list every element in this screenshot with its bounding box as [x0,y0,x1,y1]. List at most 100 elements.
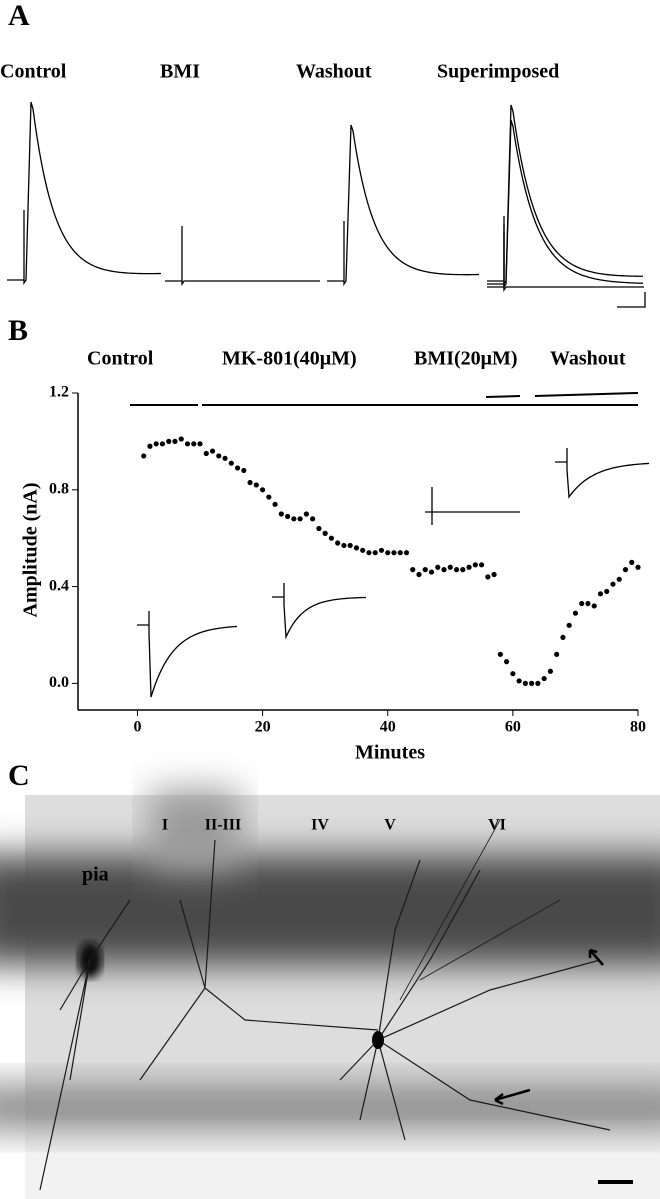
condition-label: Control [0,61,67,83]
point [529,680,535,686]
point [253,482,259,488]
panel-label: C [8,759,30,792]
point [153,441,159,447]
point [547,668,554,674]
point [328,535,335,541]
point [422,567,428,573]
point [316,525,322,532]
point [310,516,316,522]
point [441,567,447,573]
point [554,651,560,657]
layer-label: V [384,817,396,834]
point [285,513,291,520]
x-tick-label: 20 [255,719,271,736]
y-axis-label: Amplitude (nA) [20,482,42,617]
point [272,501,278,507]
point [247,479,253,486]
point [209,448,216,454]
point [591,603,597,609]
annotation: Control [87,348,154,370]
point [397,550,403,556]
point [378,547,385,553]
x-axis-label: Minutes [355,742,425,764]
layer-label: I [162,817,168,834]
region-label: pia [82,864,109,886]
point [228,460,234,466]
point [391,550,397,556]
point [303,511,309,517]
annotation: Washout [550,348,626,370]
micrograph [0,790,660,1199]
x-tick-label: 0 [133,719,141,736]
point [372,550,378,556]
point [535,680,541,686]
point [341,542,347,549]
point [510,671,516,677]
point [504,659,510,665]
point [297,516,303,522]
point [516,678,522,684]
point [447,564,453,570]
point [616,576,622,582]
point [522,680,528,686]
point [460,567,466,573]
drug-bars [130,392,639,406]
trace [487,232,644,293]
point [322,530,328,536]
point [203,450,209,457]
y-tick-label: 0.8 [49,480,69,497]
insets [137,448,650,698]
point [453,567,460,573]
point [635,564,641,570]
point [428,569,435,575]
x-tick-label: 60 [505,719,521,736]
panel-label: A [8,0,30,32]
trace [7,101,162,286]
y-tick-label: 1.2 [49,384,69,401]
point [560,634,566,641]
point [403,550,410,556]
x-tick-label: 40 [380,719,396,736]
point [604,588,610,595]
scale-bar [617,292,646,308]
point [191,441,197,447]
panel-label: B [8,314,28,347]
traces [7,101,644,293]
y-tick-label: 0.4 [49,577,69,594]
trace [487,119,644,290]
point [410,567,416,573]
point [259,487,266,493]
point [266,494,272,500]
point [241,467,247,474]
point [360,547,366,553]
y-tick-label: 0.0 [49,674,69,691]
point [141,453,147,459]
trace [327,124,480,287]
point [629,559,635,565]
point [234,465,241,471]
point [416,571,422,578]
point [335,540,341,546]
point [184,441,191,447]
point [291,516,297,522]
point [166,438,172,444]
layer-label: II-III [205,817,241,834]
annotation: BMI(20μM) [414,348,518,370]
point [466,564,472,570]
inset-trace [555,448,650,499]
point [216,453,222,459]
point [385,550,391,556]
layer-label: VI [488,817,506,834]
point [278,511,284,517]
condition-label: Washout [296,61,372,83]
point [497,651,503,657]
point [585,600,591,607]
layer-label: IV [311,817,329,834]
inset-trace [137,611,238,698]
point [478,562,485,568]
point [491,571,497,578]
trace [165,226,320,287]
point [178,436,184,442]
annotation: MK-801(40μM) [222,348,357,370]
point [597,591,604,597]
